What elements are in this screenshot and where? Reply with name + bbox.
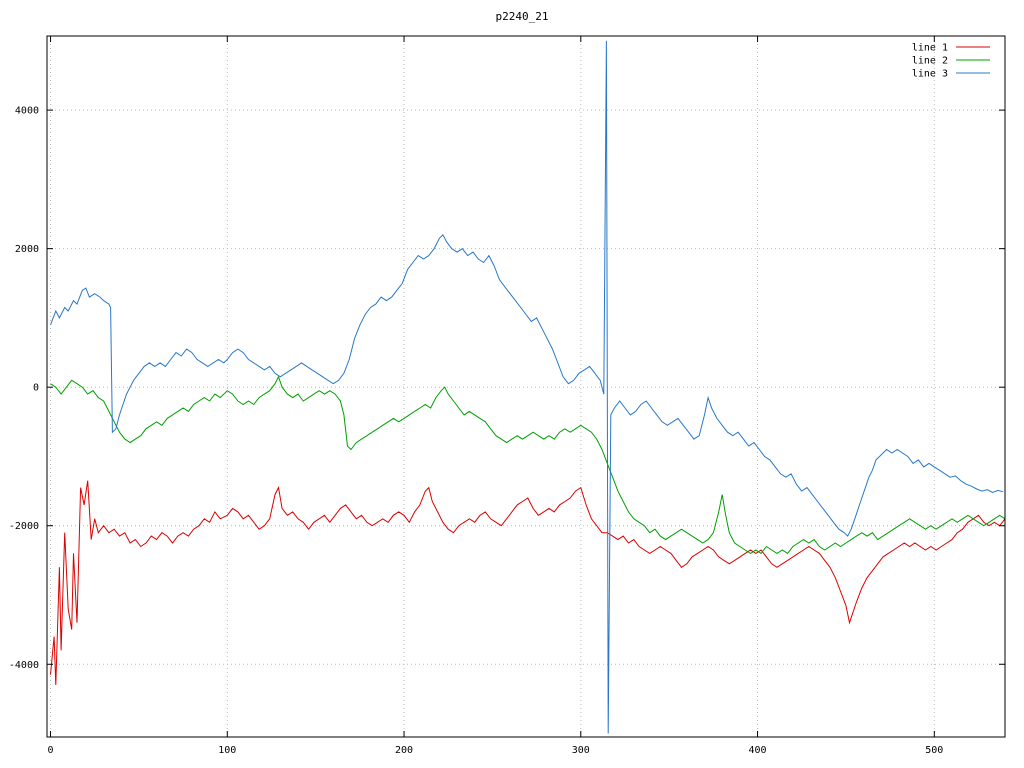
series-line-2 xyxy=(50,375,1006,555)
grid-layer xyxy=(47,36,1005,737)
legend-label: line 3 xyxy=(912,69,948,80)
series-layer xyxy=(50,40,1006,734)
y-tick-label: 4000 xyxy=(15,106,39,117)
plot-border xyxy=(46,35,1006,738)
chart-title: p2240_21 xyxy=(496,10,549,23)
y-tick-label: 0 xyxy=(33,383,39,394)
y-tick-label: -4000 xyxy=(9,660,39,671)
x-tick-label: 500 xyxy=(925,745,943,756)
series-line-1 xyxy=(50,480,1006,686)
legend-label: line 2 xyxy=(912,56,948,67)
x-tick-label: 200 xyxy=(395,745,413,756)
series-line-3 xyxy=(50,40,1004,734)
x-tick-label: 0 xyxy=(48,745,54,756)
x-tick-label: 300 xyxy=(572,745,590,756)
y-tick-label: -2000 xyxy=(9,521,39,532)
legend: line 1 line 2 line 3 xyxy=(912,43,990,80)
axis-layer: 0 100 200 300 400 500 -4000 -2000 0 2000 4000 xyxy=(9,35,1006,756)
legend-label: line 1 xyxy=(912,43,948,54)
x-tick-label: 100 xyxy=(218,745,236,756)
x-tick-label: 400 xyxy=(749,745,767,756)
y-tick-label: 2000 xyxy=(15,244,39,255)
